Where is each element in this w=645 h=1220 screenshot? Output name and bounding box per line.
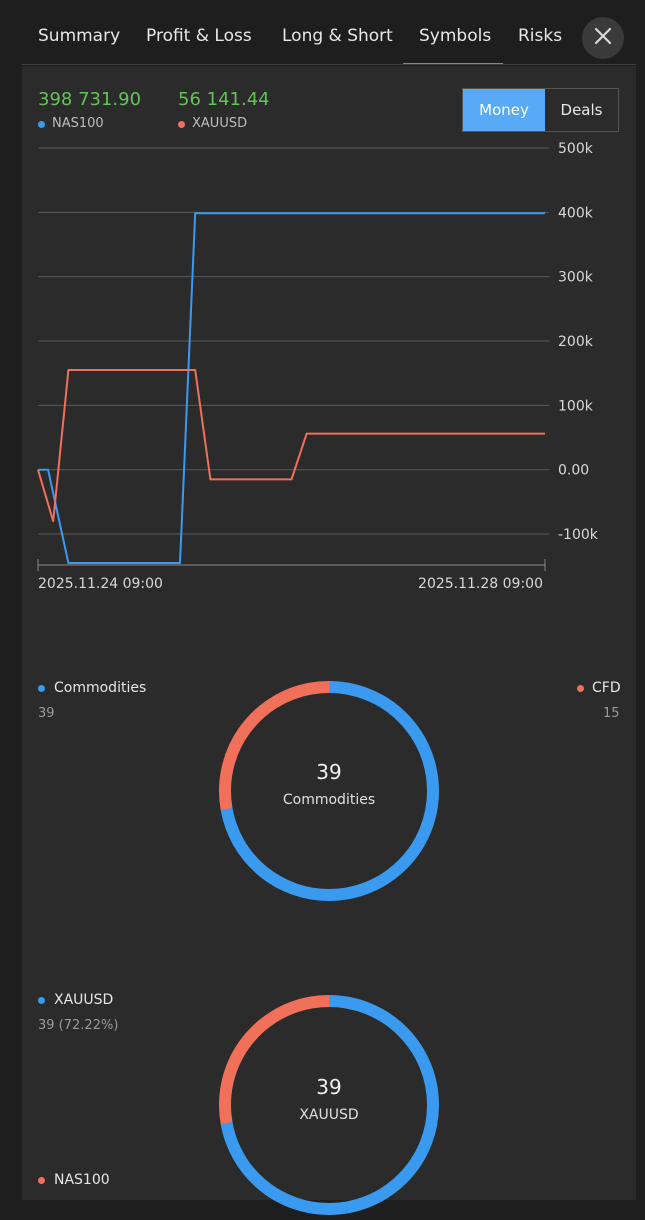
series-line-nas100: [38, 212, 545, 564]
y-tick-label: 200k: [558, 334, 594, 350]
tab-long-short[interactable]: Long & Short: [282, 26, 393, 46]
money-deals-toggle: Money Deals: [462, 88, 619, 132]
xauusd-legend-label: XAUUSD: [192, 116, 248, 131]
donut2-center-value: 39: [316, 1075, 342, 1099]
commodities-legend-value: 39: [38, 706, 55, 721]
commodities-donut-chart: [219, 681, 439, 901]
xauusd-legend-dot: [178, 121, 185, 128]
commodities-legend-dot: [38, 685, 45, 692]
y-tick-label: 100k: [558, 398, 594, 414]
series-line-xauusd: [37, 369, 545, 523]
money-toggle-option[interactable]: Money: [463, 89, 545, 131]
x-tick-label: 2025.11.24 09:00: [38, 576, 163, 592]
y-tick-label: 400k: [558, 205, 594, 221]
tab-bar: Summary Profit & Loss Long & Short Symbo…: [0, 0, 645, 66]
tab-summary[interactable]: Summary: [38, 26, 121, 46]
nas100-legend-label: NAS100: [52, 116, 104, 131]
commodities-legend-label: Commodities: [54, 680, 147, 696]
donut2-center-label: XAUUSD: [299, 1107, 359, 1123]
nas100-donut-legend-dot: [38, 1177, 45, 1184]
line-chart: 500k 400k 300k 200k 100k 0.00 -100k 2025.11.24 …: [37, 141, 599, 592]
tab-profit-loss[interactable]: Profit & Loss: [146, 26, 252, 46]
close-icon: [594, 27, 612, 49]
x-tick-label: 2025.11.28 09:00: [418, 576, 543, 592]
donut1-center-label: Commodities: [282, 792, 376, 808]
nas100-donut-legend-label: NAS100: [54, 1172, 110, 1188]
cfd-legend-label: CFD: [592, 680, 621, 696]
deals-toggle-option[interactable]: Deals: [560, 101, 603, 119]
nas100-value: 398 731.90: [38, 89, 142, 110]
xauusd-donut-legend-label: XAUUSD: [54, 992, 114, 1008]
cfd-legend-value: 15: [603, 706, 620, 721]
cfd-legend-dot: [577, 685, 584, 692]
symbols-panel: [22, 66, 636, 1200]
tab-symbols[interactable]: Symbols: [419, 26, 492, 46]
y-tick-label: 300k: [558, 270, 594, 286]
close-button[interactable]: [582, 17, 624, 59]
donut1-center-value: 39: [316, 760, 342, 784]
donut1-center: 39 Commodities: [214, 760, 444, 808]
y-tick-label: -100k: [558, 527, 599, 543]
divider: [22, 64, 636, 65]
y-tick-label: 500k: [558, 141, 594, 157]
xauusd-value: 56 141.44: [178, 89, 270, 110]
y-tick-label: 0.00: [558, 463, 589, 479]
tab-risks[interactable]: Risks: [518, 26, 563, 46]
xauusd-donut-legend-value: 39 (72.22%): [38, 1018, 119, 1033]
xauusd-donut-legend-dot: [38, 997, 45, 1004]
donut2-center: 39 XAUUSD: [214, 1075, 444, 1123]
nas100-legend-dot: [38, 121, 45, 128]
